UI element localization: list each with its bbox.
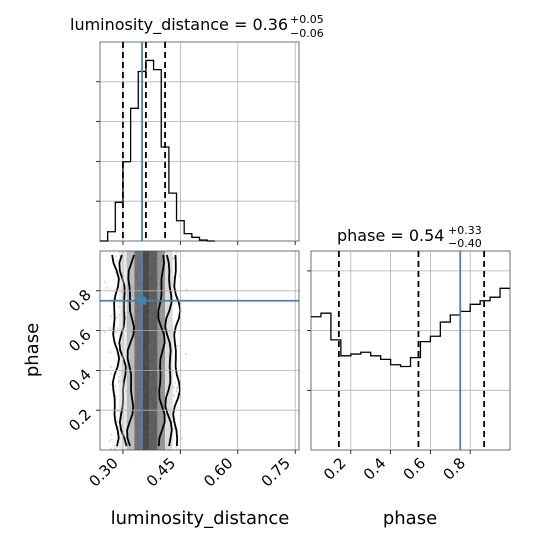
title-value: 0.36 <box>252 15 288 34</box>
sample-point <box>114 331 117 334</box>
density-cell <box>157 251 166 450</box>
sample-point <box>109 351 111 354</box>
contour-line <box>111 254 121 447</box>
x-tick-label: 0.75 <box>258 454 294 490</box>
sample-point <box>114 395 117 397</box>
sample-point <box>109 372 112 375</box>
sample-point <box>109 383 112 386</box>
sample-point <box>114 255 117 258</box>
sample-point <box>116 327 119 330</box>
y-axis-label: phase <box>22 323 43 377</box>
density-cell <box>126 251 135 450</box>
sample-point <box>172 394 175 397</box>
sample-point <box>113 445 116 448</box>
density-cell <box>165 251 173 450</box>
sample-point <box>185 353 187 355</box>
sample-point <box>175 446 177 449</box>
sample-point <box>103 331 106 334</box>
contour-line <box>172 254 182 447</box>
sample-point <box>110 438 113 441</box>
x-tick-label: 0.30 <box>85 454 121 490</box>
title-plus: +0.05 <box>290 13 324 26</box>
sample-point <box>108 440 111 443</box>
sample-point <box>115 385 117 388</box>
x-tick-label: 0.8 <box>439 454 469 484</box>
y-tick-label: 0.2 <box>65 405 95 435</box>
title-minus: −0.40 <box>448 237 482 250</box>
panel-title: phase = 0.54 <box>337 226 444 245</box>
x-tick-label: 0.6 <box>400 454 430 484</box>
contour-line <box>126 254 135 447</box>
sample-point <box>185 288 188 291</box>
sample-point <box>104 281 106 283</box>
contour-line <box>164 254 173 447</box>
title-param: phase <box>337 226 385 245</box>
density-cell <box>142 251 150 450</box>
contour-line <box>118 254 128 447</box>
sample-point <box>113 447 116 450</box>
sample-point <box>173 427 176 430</box>
sample-point <box>110 315 112 318</box>
panel-frame <box>310 250 511 451</box>
luminosity-distance-histogram-panel: luminosity_distance = 0.36 +0.05 −0.06 <box>70 13 324 245</box>
y-tick-label: 0.4 <box>65 366 95 396</box>
joint-density-panel: 0.30 0.45 0.60 0.75 0.2 0.4 0.6 0.8 luminosity_… <box>22 250 300 529</box>
sample-point <box>116 420 119 423</box>
density-cell <box>134 251 143 450</box>
sample-point <box>172 385 175 388</box>
title-minus: −0.06 <box>290 27 324 40</box>
truth-marker <box>138 296 147 305</box>
sample-point <box>108 327 111 329</box>
x-tick-label: 0.2 <box>320 454 350 484</box>
sample-point <box>116 410 119 412</box>
sample-point <box>117 376 120 378</box>
histogram-step-line <box>100 59 215 242</box>
y-tick-label: 0.8 <box>65 286 95 316</box>
title-param: luminosity_distance <box>70 15 229 35</box>
sample-point <box>181 437 183 440</box>
contour-line <box>157 254 166 447</box>
sample-point <box>110 365 113 368</box>
x-axis-label: phase <box>383 508 437 529</box>
sample-point <box>176 344 178 347</box>
sample-point <box>176 251 179 254</box>
sample-point <box>116 316 119 319</box>
x-tick-label: 0.4 <box>360 454 390 484</box>
panel-title: luminosity_distance = 0.36 <box>70 15 288 35</box>
panel-frame <box>99 41 300 242</box>
x-tick-label: 0.45 <box>143 454 179 490</box>
title-value: 0.54 <box>409 226 445 245</box>
sample-point <box>105 287 108 289</box>
sample-point <box>176 386 179 389</box>
panel-frame <box>99 250 300 451</box>
sample-point <box>116 446 118 449</box>
x-tick-label: 0.60 <box>200 454 236 490</box>
histogram-step-line <box>311 287 510 368</box>
sample-point <box>110 448 113 450</box>
sample-point <box>172 387 175 390</box>
phase-histogram-panel: 0.2 0.4 0.6 0.8 phase = 0.54 +0.33 −0.40 ph… <box>307 224 511 529</box>
sample-point <box>172 257 175 260</box>
sample-point <box>110 434 113 436</box>
density-cell <box>149 251 158 450</box>
sample-point <box>174 381 177 384</box>
sample-point <box>175 390 178 393</box>
x-axis-label: luminosity_distance <box>111 508 290 529</box>
sample-point <box>115 260 118 263</box>
title-plus: +0.33 <box>448 224 482 237</box>
y-tick-label: 0.6 <box>65 326 95 356</box>
